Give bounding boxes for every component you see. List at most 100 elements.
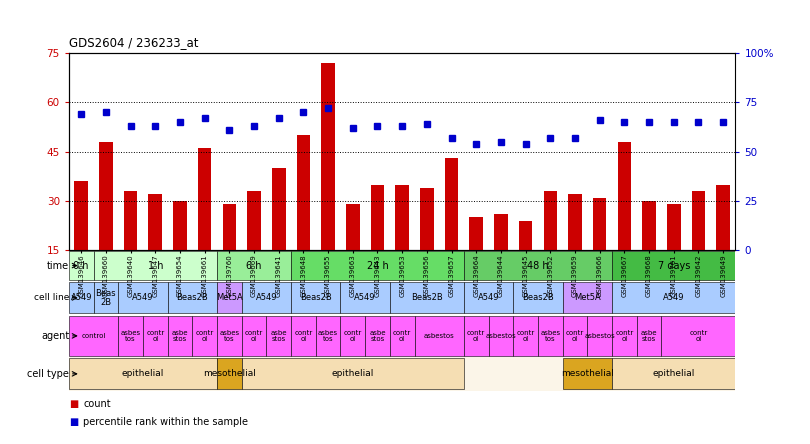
Bar <box>612 358 735 389</box>
Bar <box>420 188 433 250</box>
Text: contr
ol: contr ol <box>566 330 584 341</box>
Text: GDS2604 / 236233_at: GDS2604 / 236233_at <box>69 36 198 49</box>
Bar <box>118 316 143 356</box>
Bar <box>488 316 514 356</box>
Bar <box>93 251 217 280</box>
Bar <box>340 316 365 356</box>
Text: contr
ol: contr ol <box>146 330 164 341</box>
Bar <box>69 357 735 391</box>
Bar <box>217 316 241 356</box>
Bar <box>464 282 514 313</box>
Text: mesothelial: mesothelial <box>202 369 256 378</box>
Text: epithelial: epithelial <box>331 369 374 378</box>
Bar <box>642 201 656 250</box>
Text: mesothelial: mesothelial <box>561 369 614 378</box>
Bar <box>692 191 706 250</box>
Bar <box>365 316 390 356</box>
Bar <box>390 316 415 356</box>
Text: 6 h: 6 h <box>246 261 262 270</box>
Bar <box>371 185 384 250</box>
Bar <box>322 63 335 250</box>
Bar <box>346 204 360 250</box>
Text: contr
ol: contr ol <box>689 330 708 341</box>
Bar <box>612 251 735 280</box>
Bar <box>69 316 118 356</box>
Bar <box>445 158 458 250</box>
Bar <box>514 282 563 313</box>
Bar <box>563 282 612 313</box>
Bar <box>241 358 464 389</box>
Text: Beas2B: Beas2B <box>300 293 331 302</box>
Text: contr
ol: contr ol <box>343 330 362 341</box>
Bar <box>241 316 266 356</box>
Text: asbes
tos: asbes tos <box>540 330 561 341</box>
Text: asbes
tos: asbes tos <box>318 330 338 341</box>
Text: asbe
stos: asbe stos <box>369 330 386 341</box>
Bar <box>223 204 237 250</box>
Text: 1 h: 1 h <box>147 261 163 270</box>
Text: cell type: cell type <box>28 369 70 379</box>
Bar <box>514 316 538 356</box>
Bar <box>143 316 168 356</box>
Bar <box>612 282 735 313</box>
Text: control: control <box>81 333 106 339</box>
Bar <box>291 282 340 313</box>
Bar <box>168 316 192 356</box>
Bar <box>593 198 607 250</box>
Text: Beas2B: Beas2B <box>177 293 208 302</box>
Bar <box>241 282 291 313</box>
Bar <box>667 204 680 250</box>
Text: count: count <box>83 399 111 409</box>
Text: asbes
tos: asbes tos <box>121 330 141 341</box>
Bar <box>494 214 508 250</box>
Bar <box>662 316 735 356</box>
Bar <box>415 316 464 356</box>
Text: contr
ol: contr ol <box>195 330 214 341</box>
Bar <box>266 316 291 356</box>
Bar <box>69 282 93 313</box>
Text: contr
ol: contr ol <box>245 330 263 341</box>
Bar <box>75 181 88 250</box>
Text: A549: A549 <box>132 293 154 302</box>
Text: asbe
stos: asbe stos <box>271 330 287 341</box>
Bar <box>118 282 168 313</box>
Text: contr
ol: contr ol <box>616 330 633 341</box>
Bar <box>395 185 409 250</box>
Bar <box>340 282 390 313</box>
Bar <box>464 316 488 356</box>
Bar <box>247 191 261 250</box>
Text: A549: A549 <box>663 293 684 302</box>
Bar <box>519 221 532 250</box>
Text: 7 days: 7 days <box>658 261 690 270</box>
Bar <box>587 316 612 356</box>
Bar <box>544 191 557 250</box>
Text: time: time <box>47 261 70 270</box>
Text: A549: A549 <box>478 293 499 302</box>
Bar <box>464 251 612 280</box>
Text: Met5A: Met5A <box>216 293 243 302</box>
Text: epithelial: epithelial <box>653 369 695 378</box>
Bar <box>612 316 637 356</box>
Text: contr
ol: contr ol <box>467 330 485 341</box>
Text: asbe
stos: asbe stos <box>172 330 188 341</box>
Bar <box>192 316 217 356</box>
Text: contr
ol: contr ol <box>294 330 313 341</box>
Text: percentile rank within the sample: percentile rank within the sample <box>83 417 249 427</box>
Text: A549: A549 <box>355 293 376 302</box>
Text: asbes
tos: asbes tos <box>220 330 240 341</box>
Bar <box>124 191 138 250</box>
Bar <box>617 142 631 250</box>
Bar <box>563 316 587 356</box>
Text: epithelial: epithelial <box>122 369 164 378</box>
Bar <box>217 251 291 280</box>
Text: ■: ■ <box>69 399 78 409</box>
Text: 0 h: 0 h <box>74 261 89 270</box>
Text: contr
ol: contr ol <box>393 330 411 341</box>
Bar <box>93 282 118 313</box>
Bar <box>173 201 187 250</box>
Bar <box>296 135 310 250</box>
Text: ■: ■ <box>69 417 78 427</box>
Text: Beas
2B: Beas 2B <box>96 289 116 306</box>
Bar <box>538 316 563 356</box>
Text: Beas2B: Beas2B <box>522 293 554 302</box>
